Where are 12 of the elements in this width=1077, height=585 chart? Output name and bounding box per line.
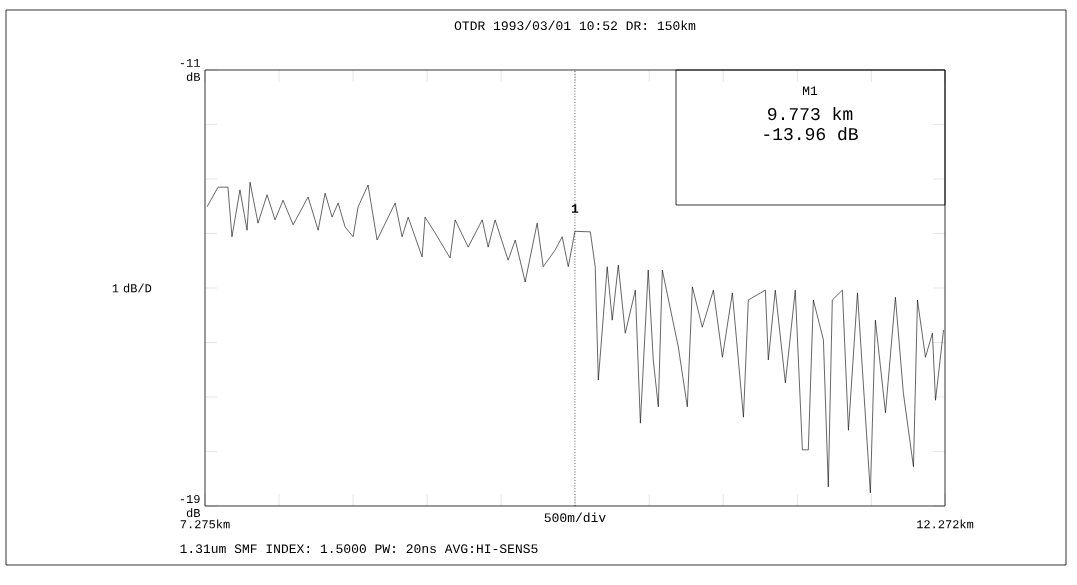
annotation: -13.96 dB bbox=[764, 126, 858, 141]
annotation: M1 bbox=[803, 86, 818, 95]
y-axis-title: 1 dB/D bbox=[112, 283, 152, 293]
annotation: 9.773 km bbox=[768, 106, 853, 121]
chart-title: OTDR 1993/03/01 10:52 DR: 150km bbox=[454, 20, 696, 31]
x-axis-title: 500m/div bbox=[544, 512, 606, 523]
x-tick-label: 7.275km bbox=[180, 519, 230, 529]
y-tick-label: -11 dB bbox=[180, 58, 201, 82]
annotation: 1 bbox=[571, 204, 579, 213]
text: 1.31um SMF INDEX: 1.5000 PW: 20ns AVG:HI-SENS5 bbox=[180, 544, 538, 554]
y-tick-label: -19 dB bbox=[180, 494, 201, 518]
x-tick-label: 12.272km bbox=[917, 519, 974, 529]
